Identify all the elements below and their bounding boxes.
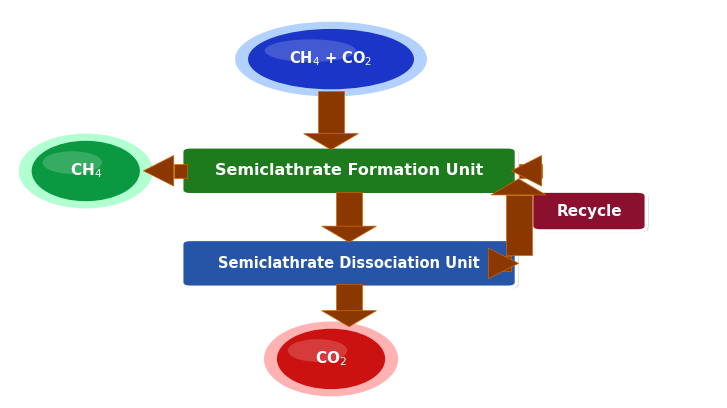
- Ellipse shape: [265, 39, 356, 62]
- Polygon shape: [336, 192, 362, 226]
- FancyBboxPatch shape: [182, 239, 516, 287]
- Ellipse shape: [235, 22, 427, 97]
- Ellipse shape: [288, 339, 348, 362]
- FancyBboxPatch shape: [184, 148, 518, 196]
- Polygon shape: [489, 256, 511, 271]
- Text: CO$_2$: CO$_2$: [315, 350, 347, 368]
- Text: CH$_4$: CH$_4$: [70, 162, 102, 180]
- Polygon shape: [318, 91, 344, 133]
- FancyBboxPatch shape: [184, 241, 518, 288]
- FancyBboxPatch shape: [182, 147, 516, 195]
- Polygon shape: [143, 155, 174, 186]
- Ellipse shape: [19, 133, 153, 208]
- Text: CH$_4$ + CO$_2$: CH$_4$ + CO$_2$: [289, 50, 373, 69]
- Polygon shape: [505, 195, 531, 255]
- Ellipse shape: [264, 322, 398, 396]
- Polygon shape: [489, 248, 518, 279]
- Ellipse shape: [42, 151, 102, 174]
- Polygon shape: [518, 164, 542, 178]
- FancyBboxPatch shape: [534, 192, 648, 232]
- Ellipse shape: [32, 141, 140, 201]
- Text: Semiclathrate Formation Unit: Semiclathrate Formation Unit: [215, 163, 483, 178]
- Polygon shape: [511, 155, 542, 186]
- Text: Recycle: Recycle: [556, 204, 622, 219]
- Polygon shape: [321, 226, 377, 242]
- Ellipse shape: [277, 329, 385, 389]
- Polygon shape: [491, 179, 546, 195]
- Polygon shape: [321, 310, 377, 327]
- Polygon shape: [304, 133, 358, 150]
- FancyBboxPatch shape: [531, 191, 646, 231]
- Polygon shape: [174, 164, 187, 178]
- Text: Semiclathrate Dissociation Unit: Semiclathrate Dissociation Unit: [218, 256, 480, 271]
- Polygon shape: [336, 284, 362, 310]
- Ellipse shape: [248, 29, 414, 89]
